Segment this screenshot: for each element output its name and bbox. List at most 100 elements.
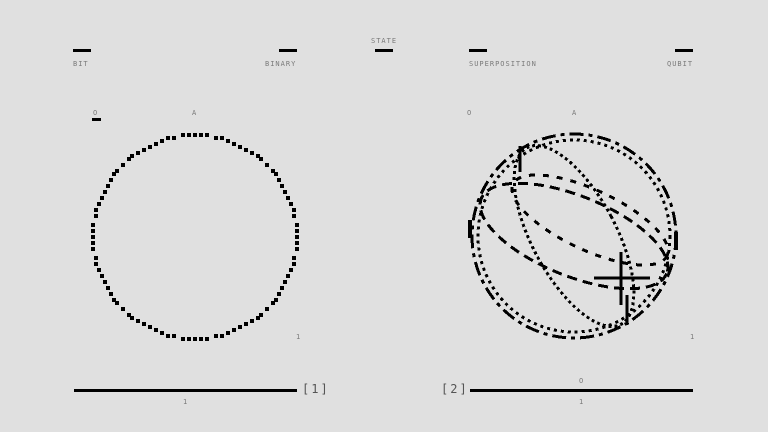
- bit-label: BIT: [73, 60, 89, 68]
- circle-dot: [256, 316, 260, 320]
- circle-dot: [97, 202, 101, 206]
- bloch-sphere: [468, 132, 678, 340]
- circle-dot: [187, 133, 191, 137]
- panel2-bar-top-label: O: [579, 377, 585, 385]
- circle-dot: [286, 196, 290, 200]
- circle-dot: [130, 316, 134, 320]
- panel1-1-label: 1: [296, 333, 302, 341]
- circle-dot: [295, 241, 299, 245]
- circle-dot: [166, 334, 170, 338]
- panel1-o-marker: [92, 118, 101, 121]
- circle-dot: [292, 208, 296, 212]
- circle-dot: [142, 322, 146, 326]
- circle-dot: [259, 313, 263, 317]
- circle-dot: [250, 319, 254, 323]
- circle-dot: [154, 328, 158, 332]
- circle-dot: [100, 274, 104, 278]
- circle-dot: [283, 280, 287, 284]
- circle-dot: [292, 262, 296, 266]
- circle-dot: [238, 325, 242, 329]
- marker-right: [674, 232, 678, 250]
- circle-dot: [103, 190, 107, 194]
- circle-dot: [121, 163, 125, 167]
- panel2-a-label: A: [572, 109, 578, 117]
- equator: [478, 181, 670, 291]
- circle-dot: [109, 292, 113, 296]
- circle-dot: [286, 274, 290, 278]
- circle-dot: [154, 142, 158, 146]
- circle-dot: [271, 301, 275, 305]
- circle-dot: [94, 262, 98, 266]
- panel1-a-label: A: [192, 109, 198, 117]
- circle-dot: [106, 184, 110, 188]
- circle-dot: [232, 328, 236, 332]
- circle-dot: [244, 148, 248, 152]
- circle-dot: [97, 268, 101, 272]
- panel2-bar-label: 1: [579, 398, 585, 406]
- circle-dot: [94, 208, 98, 212]
- circle-dot: [205, 133, 209, 137]
- superposition-marker: [469, 49, 487, 52]
- circle-dot: [220, 136, 224, 140]
- circle-dot: [295, 235, 299, 239]
- circle-dot: [292, 214, 296, 218]
- circle-dot: [259, 157, 263, 161]
- circle-dot: [148, 325, 152, 329]
- circle-dot: [103, 280, 107, 284]
- circle-dot: [277, 178, 281, 182]
- circle-dot: [265, 163, 269, 167]
- classical-bit-circle: [91, 133, 299, 341]
- circle-dot: [193, 133, 197, 137]
- circle-dot: [232, 142, 236, 146]
- circle-dot: [220, 334, 224, 338]
- circle-dot: [121, 307, 125, 311]
- circle-dot: [160, 139, 164, 143]
- circle-dot: [160, 331, 164, 335]
- circle-dot: [295, 247, 299, 251]
- circle-dot: [91, 247, 95, 251]
- panel1-bar: [74, 389, 297, 392]
- circle-dot: [91, 223, 95, 227]
- panel1-o-label: O: [93, 109, 99, 117]
- circle-dot: [136, 319, 140, 323]
- circle-dot: [238, 145, 242, 149]
- circle-dot: [193, 337, 197, 341]
- circle-dot: [136, 151, 140, 155]
- qubit-label: QUBIT: [667, 60, 694, 68]
- circle-dot: [187, 337, 191, 341]
- circle-dot: [112, 298, 116, 302]
- circle-dot: [265, 307, 269, 311]
- circle-dot: [115, 169, 119, 173]
- sphere-inner-outline: [476, 138, 672, 334]
- panel2-bar: [470, 389, 693, 392]
- state-marker: [375, 49, 393, 52]
- circle-dot: [226, 331, 230, 335]
- panel1-bar-label: 1: [183, 398, 189, 406]
- circle-dot: [181, 133, 185, 137]
- circle-dot: [289, 202, 293, 206]
- panel1-index: [1]: [302, 382, 330, 396]
- circle-dot: [166, 136, 170, 140]
- superposition-label: SUPERPOSITION: [469, 60, 537, 68]
- circle-dot: [142, 148, 146, 152]
- circle-dot: [274, 298, 278, 302]
- panel2-1-label: 1: [690, 333, 696, 341]
- circle-dot: [91, 229, 95, 233]
- circle-dot: [109, 178, 113, 182]
- circle-dot: [94, 214, 98, 218]
- latitude: [510, 173, 670, 267]
- circle-dot: [199, 133, 203, 137]
- panel2-o-label: O: [467, 109, 473, 117]
- circle-dot: [214, 334, 218, 338]
- binary-marker: [279, 49, 297, 52]
- circle-dot: [277, 292, 281, 296]
- meridian-1: [512, 144, 636, 328]
- circle-dot: [256, 154, 260, 158]
- circle-dot: [130, 154, 134, 158]
- circle-dot: [172, 136, 176, 140]
- circle-dot: [127, 157, 131, 161]
- circle-dot: [214, 136, 218, 140]
- circle-dot: [271, 169, 275, 173]
- binary-label: BINARY: [265, 60, 297, 68]
